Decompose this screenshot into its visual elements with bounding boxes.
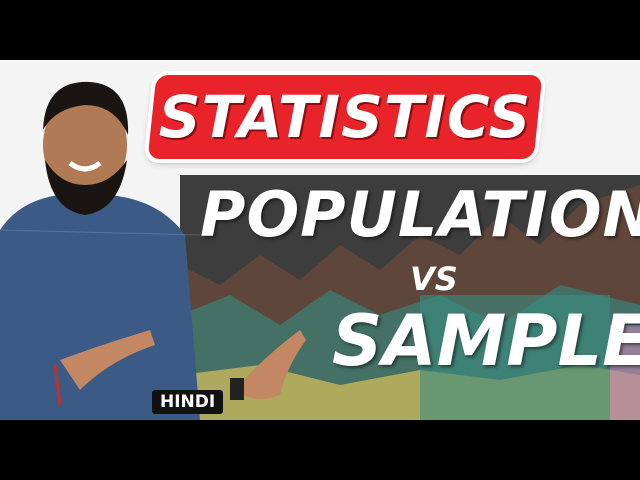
- language-tag: HINDI: [152, 390, 224, 414]
- presenter-figure: [0, 81, 306, 420]
- headline-vs: VS: [410, 260, 458, 298]
- headline-sample: SAMPLE: [332, 300, 640, 382]
- headline-population: POPULATION: [200, 178, 640, 251]
- video-thumbnail: STATISTICS POPULATION VS SAMPLE HINDI: [0, 60, 640, 420]
- title-badge-text: STATISTICS: [158, 83, 532, 151]
- chart-background-panel: [180, 175, 640, 420]
- decorative-area-chart: [180, 185, 640, 420]
